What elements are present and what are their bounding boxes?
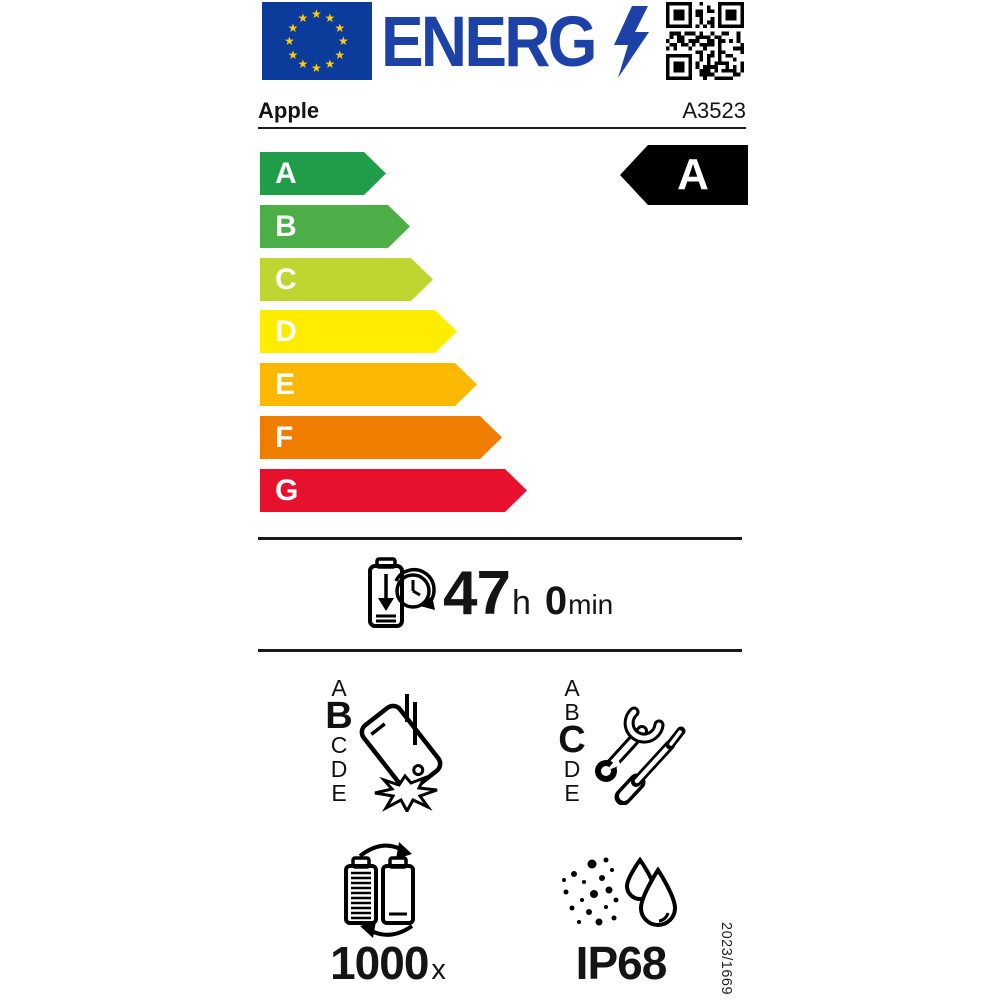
regulation-reference: 2023/1669 <box>718 922 734 996</box>
battery-endurance-icon <box>368 557 436 628</box>
flag-star: ★ <box>334 20 346 35</box>
energy-class-arrow-G: G <box>260 469 527 512</box>
flag-star: ★ <box>334 47 346 62</box>
flag-star: ★ <box>284 34 295 48</box>
endurance-hours: 47 <box>443 559 511 628</box>
rating-letter-E: E <box>564 780 580 806</box>
class-letter: A <box>275 157 297 190</box>
energy-class-arrow-D: D <box>260 310 457 353</box>
rating-letter-C: C <box>330 732 348 758</box>
flag-star: ★ <box>324 57 336 72</box>
rating-letter-E: E <box>331 780 347 806</box>
rating-letter-B: B <box>564 699 580 725</box>
eu-flag-icon: ★ ★ ★ ★ ★ ★ ★ ★ ★ ★ ★ ★ <box>262 2 372 80</box>
class-letter: B <box>275 210 297 243</box>
divider <box>258 649 742 652</box>
class-letter: G <box>275 474 299 507</box>
rating-letter-C: C <box>558 719 586 761</box>
cycles-number: 1000 <box>330 937 429 989</box>
energy-class-arrow-E: E <box>260 363 477 406</box>
wrench-screwdriver-icon <box>595 706 686 805</box>
flag-star: ★ <box>338 34 349 48</box>
flag-star: ★ <box>311 61 322 75</box>
rating-letter-D: D <box>330 756 348 782</box>
flag-star: ★ <box>297 10 309 25</box>
dust-water-icon <box>562 856 678 927</box>
energy-rating-arrow: A <box>620 145 748 205</box>
endurance-minutes-unit: min <box>568 589 614 620</box>
energy-rating-letter: A <box>677 150 709 199</box>
battery-cycles-value: 1000 x <box>318 936 458 990</box>
class-letter: D <box>275 315 297 348</box>
divider <box>258 537 742 540</box>
flag-star: ★ <box>287 20 299 35</box>
energ-logo: ENERG <box>381 0 619 84</box>
energy-class-arrow-C: C <box>260 258 433 301</box>
flag-star: ★ <box>297 57 309 72</box>
battery-endurance-value: 47 h 0 min <box>443 558 613 630</box>
phone-drop-icon <box>359 694 443 812</box>
class-letter: F <box>275 421 294 454</box>
energy-class-arrow-A: A <box>260 152 386 195</box>
lightning-bolt-icon <box>614 6 649 78</box>
class-letter: E <box>275 368 296 401</box>
energy-class-arrow-B: B <box>260 205 410 248</box>
flag-star: ★ <box>287 47 299 62</box>
energ-logo-text: ENERG <box>381 2 597 82</box>
rating-letter-A: A <box>564 675 580 701</box>
battery-cycles-icon <box>344 842 415 938</box>
cycles-unit: x <box>431 954 446 986</box>
ingress-protection-value: IP68 <box>575 937 668 989</box>
qr-code <box>666 2 744 80</box>
brand-row: Apple A3523 <box>258 98 746 129</box>
endurance-hours-unit: h <box>511 584 531 622</box>
model-number: A3523 <box>682 98 746 123</box>
energy-class-arrow-F: F <box>260 416 502 459</box>
rating-letter-A: A <box>331 675 347 701</box>
endurance-minutes: 0 <box>544 579 568 623</box>
class-letter: C <box>275 263 297 296</box>
brand-name: Apple <box>258 98 320 123</box>
rating-letter-B: B <box>325 695 353 737</box>
flag-star: ★ <box>311 7 322 21</box>
rating-letter-D: D <box>563 756 581 782</box>
flag-star: ★ <box>324 10 336 25</box>
